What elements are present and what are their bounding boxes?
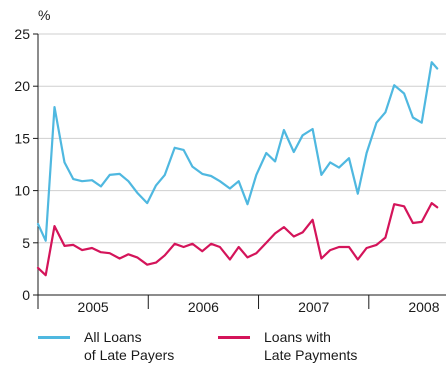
series-layer [36, 61, 439, 277]
legend-label-late-payments: Loans with Late Payments [264, 329, 358, 363]
series-line-1 [36, 202, 439, 277]
y-tick-label-10: 10 [14, 183, 30, 199]
x-tick-label-2008: 2008 [408, 299, 439, 315]
legend-item-late-payments: Loans with Late Payments [218, 328, 357, 364]
legend-item-all-loans: All Loans of Late Payers [38, 328, 174, 364]
x-tick-label-2005: 2005 [78, 299, 109, 315]
legend-label-all-loans: All Loans of Late Payers [84, 329, 175, 363]
legend: All Loans of Late Payers Loans with Late… [0, 328, 446, 392]
legend-swatch-all-loans [38, 336, 70, 339]
x-axis: 2005 2006 2007 2008 [37, 294, 446, 315]
series-line-0 [36, 61, 439, 242]
y-tick-label-20: 20 [14, 78, 30, 94]
grid-layer [38, 33, 446, 244]
x-tick-label-2006: 2006 [188, 299, 219, 315]
y-unit-label: % [38, 7, 50, 23]
y-tick-label-15: 15 [14, 130, 30, 146]
legend-swatch-late-payments [218, 336, 250, 339]
y-tick-label-5: 5 [22, 235, 30, 251]
y-tick-label-0: 0 [22, 287, 30, 303]
y-tick-label-25: 25 [14, 26, 30, 42]
x-tick-label-2007: 2007 [298, 299, 329, 315]
y-axis: 0 5 10 15 20 25 [14, 26, 39, 303]
